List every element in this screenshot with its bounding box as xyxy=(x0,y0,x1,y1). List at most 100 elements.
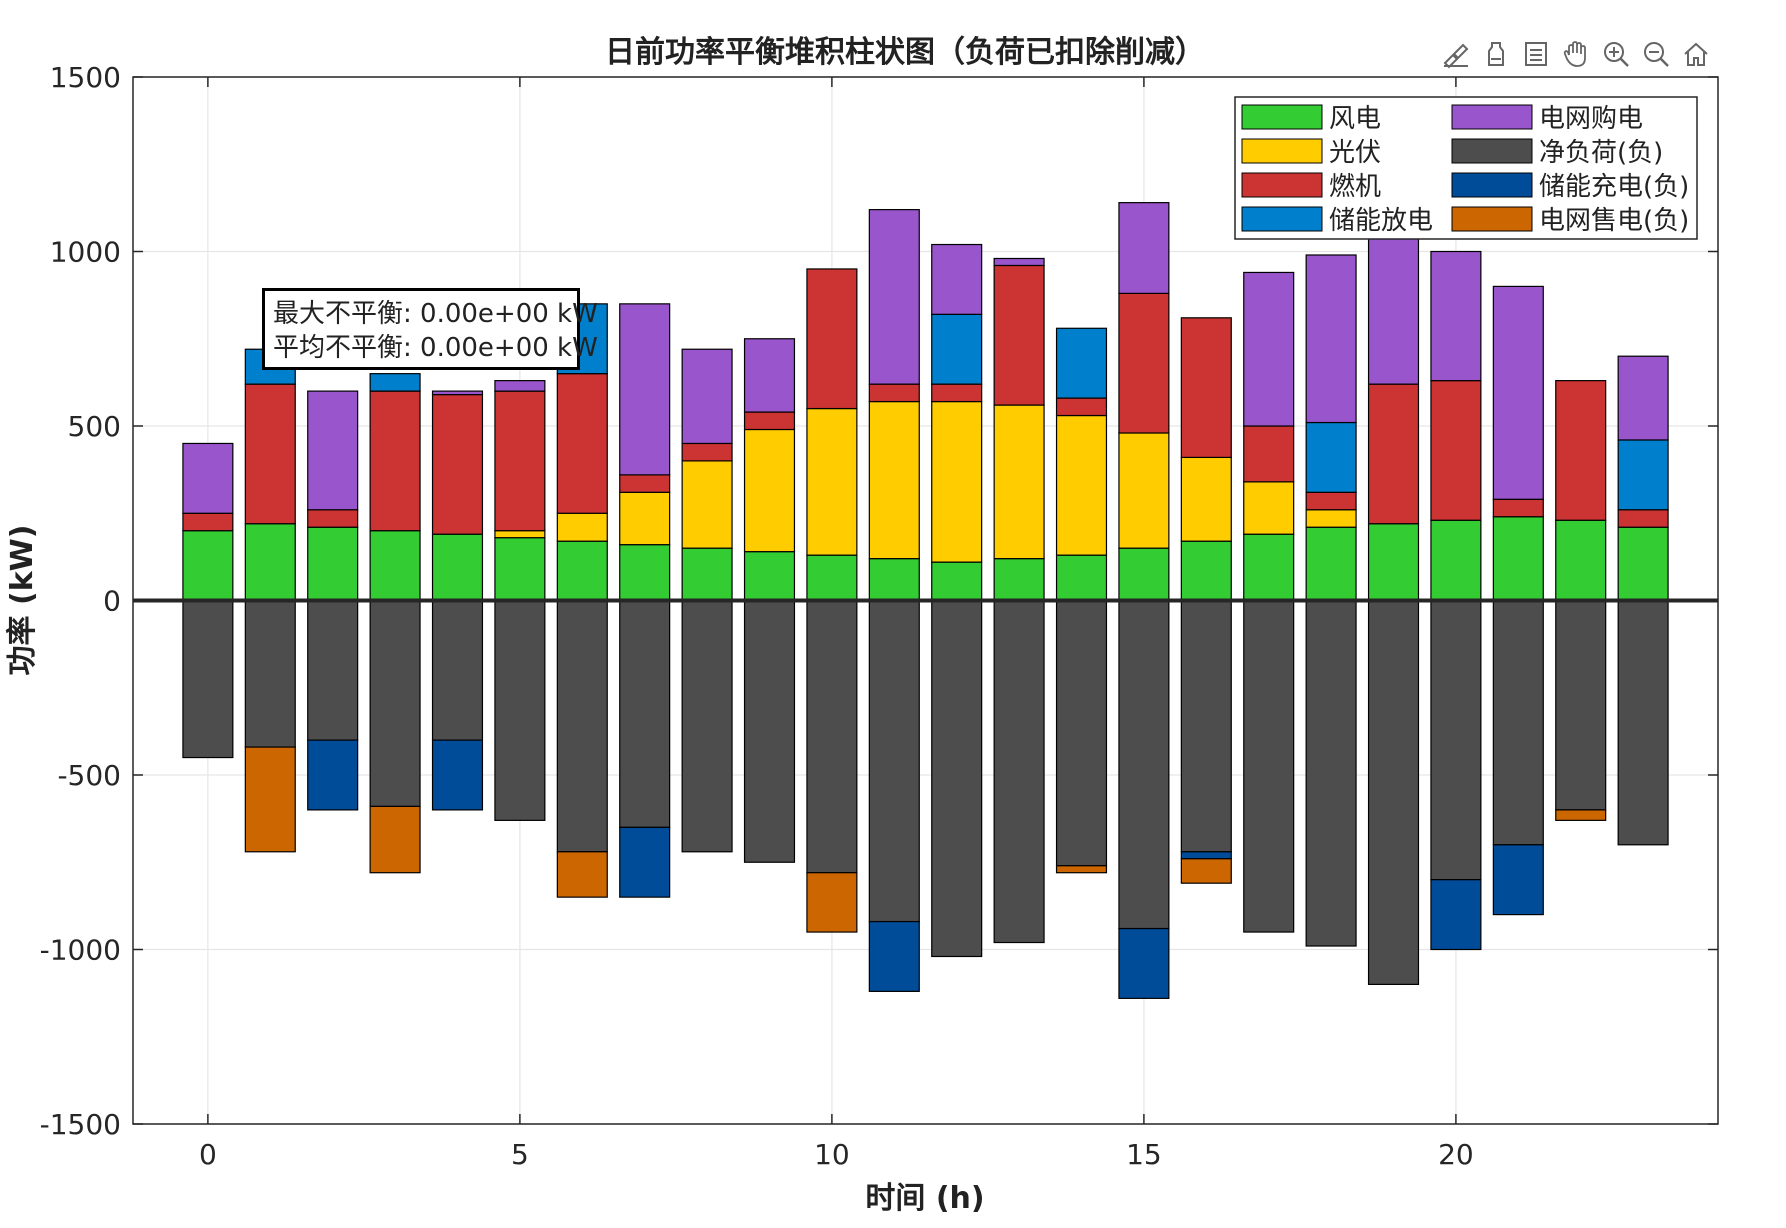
legend-entry[interactable]: 风电 xyxy=(1241,104,1381,134)
bar-segment xyxy=(1492,599,1544,846)
datatip-button[interactable] xyxy=(1478,36,1514,72)
bar-segment xyxy=(369,805,421,874)
bar-segment xyxy=(1243,599,1295,933)
bar-segment xyxy=(1055,327,1108,399)
bar-segment xyxy=(931,400,983,563)
legend-label: 电网售电(负) xyxy=(1539,206,1689,236)
x-axis-label: 时间 (h) xyxy=(865,1181,984,1216)
bar-segment xyxy=(1243,271,1295,427)
bar-segment xyxy=(619,474,671,493)
bar-segment xyxy=(1180,317,1232,459)
bar-segment xyxy=(1430,879,1482,951)
brush-icon xyxy=(1443,43,1469,69)
x-tick-label: 0 xyxy=(199,1138,217,1171)
bar-segment xyxy=(1243,481,1295,535)
bar-segment xyxy=(182,442,234,514)
bar-segment xyxy=(307,390,359,511)
bar-segment xyxy=(681,547,733,602)
bar-segment xyxy=(494,390,546,532)
bar-segment xyxy=(743,551,796,602)
legend-entry[interactable]: 储能充电(负) xyxy=(1451,172,1689,202)
bar-segment xyxy=(431,739,484,811)
x-tick-label: 10 xyxy=(814,1138,850,1171)
bar-segment xyxy=(868,920,920,992)
datatip-icon xyxy=(1488,42,1504,66)
bar-segment xyxy=(1617,439,1669,511)
bar-segment xyxy=(1055,599,1108,867)
brush-button[interactable] xyxy=(1438,36,1474,72)
bar-segment xyxy=(743,428,796,553)
bar-segment xyxy=(431,393,484,535)
zoom-in-button[interactable] xyxy=(1598,36,1634,72)
legend-entry[interactable]: 燃机 xyxy=(1241,172,1381,202)
bar-segment xyxy=(307,599,359,741)
y-tick-label: 500 xyxy=(68,410,121,443)
bar-segment xyxy=(307,509,359,528)
bar-segment xyxy=(1555,519,1607,602)
bar-segment xyxy=(1617,355,1669,441)
bar-segment xyxy=(993,404,1045,560)
bar-segment xyxy=(806,407,858,556)
legend-label: 净负荷(负) xyxy=(1539,138,1663,168)
bar-segment xyxy=(1367,599,1420,985)
bar-segment xyxy=(1430,599,1482,881)
bar-segment xyxy=(556,540,608,602)
pan-button[interactable] xyxy=(1558,36,1594,72)
bar-segment xyxy=(868,400,920,560)
bar-segment xyxy=(1243,533,1295,602)
y-tick-label: -1500 xyxy=(40,1108,121,1141)
bar-segment xyxy=(1055,554,1108,602)
avg-imbalance-text: 平均不平衡: 0.00e+00 kW xyxy=(273,333,598,363)
bar-segment xyxy=(806,554,858,602)
bar-segment xyxy=(494,599,546,821)
legend-entry[interactable]: 电网售电(负) xyxy=(1451,206,1689,236)
bar-segment xyxy=(431,533,484,602)
legend-entry[interactable]: 净负荷(负) xyxy=(1451,138,1663,168)
bar-segment xyxy=(1118,547,1170,602)
y-tick-label: 1500 xyxy=(50,61,121,94)
legend-swatch xyxy=(1241,172,1323,198)
bar-segment xyxy=(1305,526,1357,602)
bar-segment xyxy=(1617,526,1669,602)
bar-segment xyxy=(868,383,920,403)
bar-segment xyxy=(1367,523,1420,602)
imbalance-annotation: 最大不平衡: 0.00e+00 kW 平均不平衡: 0.00e+00 kW xyxy=(262,288,598,370)
legend-label: 光伏 xyxy=(1329,138,1381,168)
bar-segment xyxy=(1555,809,1607,821)
bar-segment xyxy=(369,530,421,602)
legend-entry[interactable]: 电网购电 xyxy=(1451,104,1643,134)
bar-segment xyxy=(868,209,920,385)
zoom-out-button[interactable] xyxy=(1638,36,1674,72)
legend-entry[interactable]: 光伏 xyxy=(1241,138,1381,168)
bar-segment xyxy=(806,268,858,410)
bar-segment xyxy=(1243,425,1295,483)
bar-segment xyxy=(244,746,296,853)
y-tick-label: -1000 xyxy=(40,934,121,967)
bar-segment xyxy=(993,257,1045,267)
bar-segment xyxy=(993,599,1045,944)
bar-segment xyxy=(1118,927,1170,999)
bar-segment xyxy=(556,373,608,514)
bar-segment xyxy=(1055,865,1108,874)
bar-segment xyxy=(556,599,608,853)
zoom-in-icon xyxy=(1604,42,1629,67)
bar-segment xyxy=(993,264,1045,406)
legend-swatch xyxy=(1451,104,1533,130)
bar-segment xyxy=(1430,519,1482,602)
bar-segment xyxy=(868,599,920,923)
x-tick-label: 5 xyxy=(511,1138,529,1171)
legend-button[interactable] xyxy=(1518,36,1554,72)
y-tick-label: 0 xyxy=(103,585,121,618)
home-button[interactable] xyxy=(1678,36,1714,72)
legend-entry[interactable]: 储能放电 xyxy=(1241,206,1433,236)
bar-segment xyxy=(743,338,796,413)
bar-segment xyxy=(806,872,858,933)
bar-segment xyxy=(681,348,733,445)
bar-segment xyxy=(619,303,671,476)
bar-segment xyxy=(431,599,484,741)
bar-segment xyxy=(494,380,546,392)
bar-segment xyxy=(1180,599,1232,853)
legend-label: 电网购电 xyxy=(1539,104,1643,134)
